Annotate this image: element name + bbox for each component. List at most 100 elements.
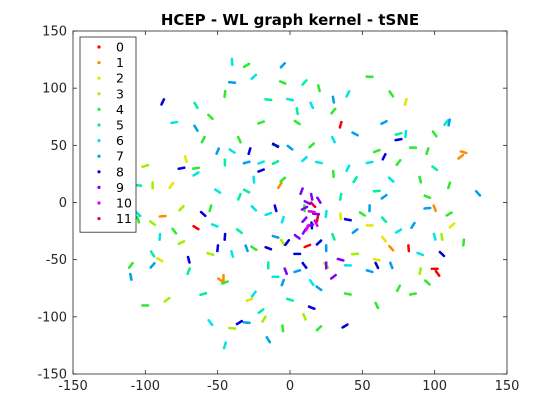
data-point [192, 171, 200, 177]
legend-label: 10 [116, 196, 132, 211]
data-point [250, 205, 258, 212]
data-point [242, 321, 251, 325]
data-point [257, 168, 266, 173]
data-point [352, 176, 358, 184]
data-point [149, 250, 156, 258]
data-point [178, 204, 185, 212]
data-point [395, 284, 402, 293]
data-point [440, 232, 444, 241]
data-point [127, 261, 134, 269]
series-4 [112, 62, 466, 333]
data-point [404, 129, 408, 138]
data-point [286, 144, 294, 151]
data-point [183, 155, 188, 163]
data-point [284, 239, 291, 247]
data-point [242, 188, 251, 194]
data-point [315, 239, 323, 246]
data-point [330, 107, 337, 115]
data-point [372, 257, 381, 262]
data-point [410, 221, 416, 229]
data-point [252, 175, 256, 184]
data-point [387, 176, 395, 183]
data-point [301, 155, 308, 163]
data-point [394, 131, 403, 136]
data-point [223, 89, 227, 98]
data-point [459, 150, 468, 155]
legend-label: 9 [116, 180, 124, 195]
x-tick-label: 50 [354, 379, 371, 394]
legend-marker [97, 107, 101, 111]
data-point [280, 278, 286, 287]
data-point [358, 211, 367, 217]
data-point [281, 324, 285, 333]
data-point [265, 336, 272, 344]
data-point [236, 135, 242, 144]
series-2 [156, 97, 456, 303]
legend-marker [97, 76, 101, 80]
data-point [381, 153, 387, 161]
data-point [380, 216, 388, 223]
x-tick-label: 150 [495, 379, 520, 394]
data-point [208, 204, 213, 213]
data-point [339, 212, 343, 221]
legend-marker [97, 61, 101, 65]
y-tick-label: -150 [37, 368, 67, 383]
legend-label: 4 [116, 102, 124, 117]
legend-marker [97, 123, 101, 127]
data-point [418, 175, 423, 184]
data-point [338, 120, 343, 129]
data-point [279, 62, 287, 69]
data-point [264, 245, 273, 251]
data-point [351, 131, 359, 137]
data-point [380, 119, 388, 125]
data-point [416, 251, 425, 257]
data-point [237, 192, 242, 201]
data-point [273, 204, 278, 213]
legend-label: 7 [116, 149, 124, 164]
data-point [423, 194, 432, 200]
data-point [299, 187, 304, 195]
x-tick-label: 100 [422, 379, 447, 394]
data-point [206, 251, 215, 256]
data-point [210, 223, 219, 228]
y-tick-label: 150 [42, 25, 67, 40]
x-tick-label: -150 [58, 379, 88, 394]
data-point [286, 297, 295, 302]
data-point [308, 279, 315, 287]
data-point [324, 244, 328, 253]
data-point [331, 232, 336, 241]
data-point [279, 176, 287, 183]
data-point [324, 261, 328, 270]
data-point [222, 341, 227, 350]
data-point [177, 240, 186, 245]
y-tick-label: -100 [37, 310, 67, 325]
data-point [207, 113, 214, 120]
series-9 [283, 187, 345, 280]
data-point [199, 210, 207, 218]
data-point [309, 101, 315, 110]
data-point [307, 209, 316, 214]
data-point [192, 224, 200, 231]
data-point [329, 273, 337, 280]
data-point [242, 62, 251, 68]
data-point [158, 214, 167, 218]
legend-marker [97, 139, 101, 143]
data-point [149, 220, 157, 227]
data-point [309, 201, 317, 209]
y-tick-label: 50 [50, 139, 67, 154]
data-point [278, 80, 287, 85]
data-point [447, 181, 452, 190]
data-point [432, 204, 438, 213]
data-point [408, 292, 418, 296]
series-1 [158, 150, 468, 284]
data-point [221, 280, 229, 285]
data-point [222, 273, 225, 283]
data-point [403, 97, 408, 106]
data-point [314, 160, 324, 165]
data-point [245, 297, 254, 303]
data-point [424, 279, 431, 286]
legend-label: 8 [116, 164, 124, 179]
